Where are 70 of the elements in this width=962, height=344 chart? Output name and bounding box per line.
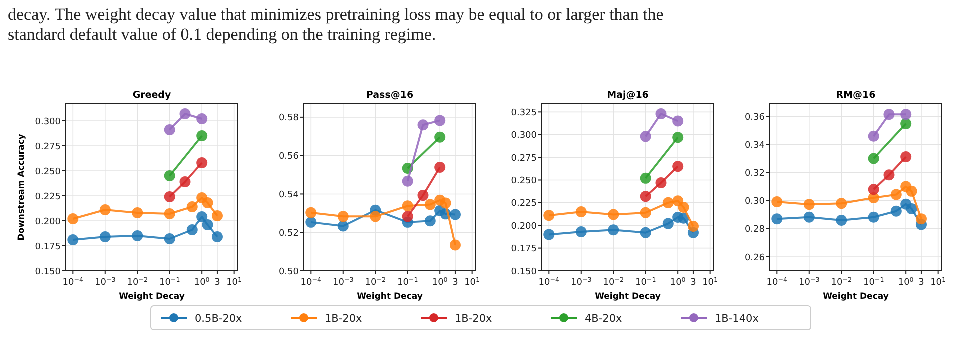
chart-title: Maj@16 — [607, 90, 650, 101]
y-tick-label: 0.50 — [278, 267, 300, 278]
y-tick-label: 0.325 — [511, 108, 537, 118]
y-tick-label: 0.30 — [744, 197, 766, 208]
x-tick-label: 3 — [452, 278, 458, 288]
y-tick-label: 0.28 — [744, 225, 766, 236]
y-tick-label: 0.34 — [744, 140, 766, 151]
x-axis-title: Weight Decay — [595, 292, 662, 302]
y-tick-label: 0.175 — [35, 242, 61, 252]
y-tick-label: 0.200 — [511, 222, 538, 232]
x-tick-label: 10$^{0}$ — [432, 276, 448, 288]
x-axis-title: Weight Decay — [119, 292, 186, 302]
x-tick-label: 10$^{−2}$ — [365, 276, 386, 288]
y-tick-label: 0.56 — [278, 152, 300, 162]
y-axis-title: Downstream Accuracy — [17, 134, 27, 241]
x-tick-label: 10$^{−3}$ — [571, 276, 592, 288]
x-tick-label: 10$^{1}$ — [930, 276, 946, 288]
y-tick-label: 0.36 — [744, 112, 766, 123]
y-tick-label: 0.52 — [278, 228, 299, 239]
chart-title: Pass@16 — [366, 90, 414, 101]
text: decay. The weight decay value that minimizes pretraining loss may be equal to or larger than the — [8, 5, 664, 24]
x-tick-label: 10$^{0}$ — [670, 276, 686, 288]
x-tick-label: 10$^{−3}$ — [333, 276, 354, 288]
chart-title: RM@16 — [836, 90, 876, 101]
text: standard default value of 0.1 depending on the training regime. — [8, 25, 436, 44]
x-tick-label: 10$^{−4}$ — [62, 276, 84, 288]
y-tick-label: 0.225 — [511, 199, 537, 210]
y-tick-label: 0.275 — [511, 154, 537, 164]
legend-label: 4B-20x — [585, 313, 622, 325]
x-tick-label: 3 — [918, 278, 924, 288]
y-tick-label: 0.26 — [744, 253, 766, 264]
x-tick-label: 3 — [214, 278, 220, 288]
legend-label: 1B-140x — [715, 313, 759, 325]
y-tick-label: 0.300 — [35, 117, 62, 128]
y-tick-label: 0.250 — [35, 167, 62, 178]
y-tick-label: 0.250 — [511, 176, 538, 187]
y-tick-label: 0.275 — [35, 142, 61, 152]
y-tick-label: 0.54 — [278, 190, 300, 201]
y-tick-label: 0.300 — [511, 131, 538, 142]
x-tick-label: 10$^{−3}$ — [95, 276, 116, 288]
y-tick-label: 0.200 — [35, 217, 62, 228]
x-tick-label: 10$^{0}$ — [898, 276, 914, 288]
x-tick-label: 10$^{−2}$ — [127, 276, 148, 288]
x-axis-title: Weight Decay — [357, 292, 424, 302]
x-tick-label: 10$^{−2}$ — [603, 276, 624, 288]
x-tick-label: 10$^{−1}$ — [635, 276, 656, 288]
x-tick-label: 10$^{−1}$ — [159, 276, 180, 288]
x-tick-label: 10$^{−3}$ — [799, 276, 820, 288]
x-tick-label: 10$^{−4}$ — [300, 276, 322, 288]
x-tick-label: 10$^{0}$ — [194, 276, 210, 288]
y-tick-label: 0.225 — [35, 192, 61, 202]
x-tick-label: 10$^{1}$ — [702, 276, 718, 288]
x-tick-label: 10$^{−4}$ — [538, 276, 560, 288]
y-tick-label: 0.150 — [35, 267, 62, 278]
x-tick-label: 3 — [690, 278, 696, 288]
x-tick-label: 10$^{1}$ — [226, 276, 242, 288]
y-tick-label: 0.32 — [744, 169, 765, 180]
chart-title: Greedy — [132, 90, 172, 101]
x-tick-label: 10$^{−2}$ — [831, 276, 852, 288]
x-axis-title: Weight Decay — [823, 292, 890, 302]
x-tick-label: 10$^{−1}$ — [863, 276, 884, 288]
y-tick-label: 0.150 — [511, 267, 538, 278]
legend-label: 1B-20x — [325, 313, 362, 325]
legend-label: 1B-20x — [455, 313, 492, 325]
x-tick-label: 10$^{−1}$ — [397, 276, 418, 288]
x-tick-label: 10$^{1}$ — [464, 276, 480, 288]
x-tick-label: 10$^{−4}$ — [766, 276, 788, 288]
legend-label: 0.5B-20x — [195, 313, 242, 325]
y-tick-label: 0.58 — [278, 114, 300, 124]
y-tick-label: 0.175 — [511, 244, 537, 255]
